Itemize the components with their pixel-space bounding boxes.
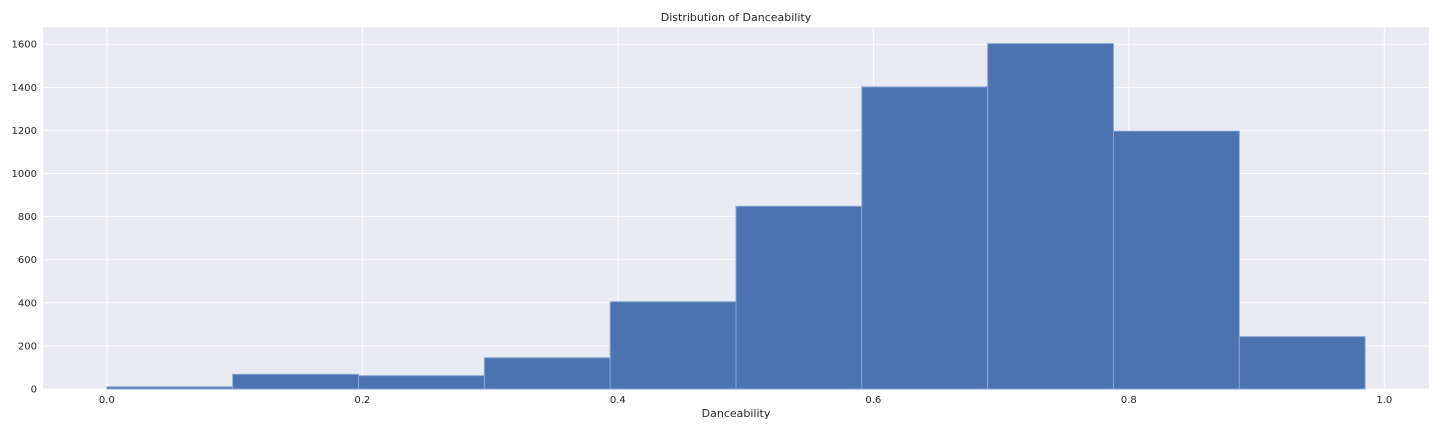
histogram-bar — [1238, 336, 1366, 390]
histogram-bar — [1112, 130, 1240, 390]
y-tick-label: 1600 — [12, 40, 37, 51]
histogram-bar — [987, 43, 1114, 390]
y-tick-label: 1400 — [12, 83, 37, 94]
x-axis-label: Danceability — [702, 407, 771, 420]
y-tick-label: 800 — [18, 212, 37, 223]
y-tick-label: 0 — [31, 385, 37, 396]
histogram-bar — [232, 373, 360, 390]
x-tick-label: 0.8 — [1121, 395, 1137, 406]
y-tick-label: 200 — [18, 341, 37, 352]
x-tick-label: 0.2 — [354, 395, 370, 406]
histogram-bar — [735, 205, 863, 390]
x-tick-label: 0.6 — [865, 395, 881, 406]
y-tick-label: 1000 — [12, 169, 37, 180]
x-tick-label: 1.0 — [1376, 395, 1392, 406]
y-tick-label: 1200 — [12, 126, 37, 137]
histogram-bar — [483, 357, 611, 390]
histogram-bar — [358, 375, 485, 390]
histogram-bar — [609, 301, 737, 390]
y-tick-label: 400 — [18, 298, 37, 309]
x-axis-ticks: 0.0 0.2 0.4 0.6 0.8 1.0 — [99, 395, 1392, 406]
y-tick-label: 600 — [18, 255, 37, 266]
histogram-bars — [106, 43, 1366, 390]
x-tick-label: 0.4 — [610, 395, 626, 406]
x-tick-label: 0.0 — [99, 395, 115, 406]
chart-title: Distribution of Danceability — [661, 11, 812, 24]
y-axis-ticks: 0 200 400 600 800 1000 1200 1400 1600 — [12, 40, 37, 396]
histogram-bar — [106, 386, 234, 390]
histogram-bar — [861, 86, 989, 390]
